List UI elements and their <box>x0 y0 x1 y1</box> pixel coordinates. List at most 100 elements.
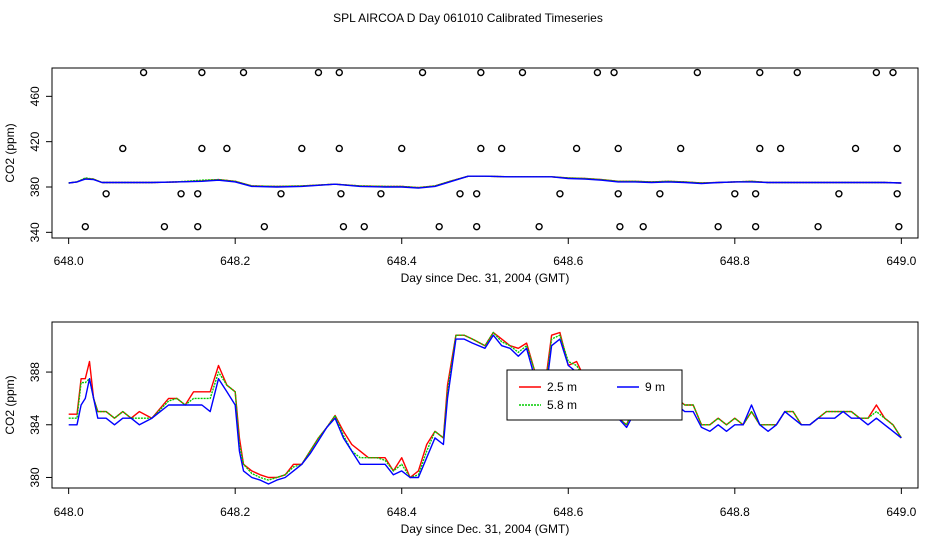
scatter-point <box>835 190 843 198</box>
scatter-point <box>198 144 206 153</box>
x-tick-label: 649.0 <box>886 254 916 268</box>
scatter-point <box>360 222 368 231</box>
scatter-point <box>893 190 901 198</box>
scatter-point <box>614 190 622 198</box>
scatter-point <box>477 68 485 77</box>
scatter-point <box>593 68 602 77</box>
x-tick-label: 648.6 <box>553 505 583 519</box>
scatter-point <box>572 144 581 153</box>
scatter-point <box>556 190 564 198</box>
scatter-point <box>814 222 822 231</box>
top-plot-frame <box>51 67 919 239</box>
scatter-point <box>81 222 90 231</box>
bottom-x-axis-label: Day since Dec. 31, 2004 (GMT) <box>401 522 570 536</box>
x-tick-label: 648.2 <box>220 254 250 268</box>
scatter-point <box>872 68 881 77</box>
scatter-point <box>776 144 785 153</box>
top-axis-ticks: 648.0 648.2 648.4 648.6 648.8 649.0 340 380 420 4… <box>28 86 917 268</box>
series-line-2 <box>68 334 902 485</box>
x-tick-label: 648.8 <box>720 254 750 268</box>
bottom-panel: 648.0 648.2 648.4 648.6 648.8 649.0380384388 … <box>3 321 919 536</box>
scatter-point <box>223 144 231 153</box>
scatter-point <box>851 144 860 153</box>
x-tick-label: 648.0 <box>54 254 84 268</box>
bottom-axis-ticks: 648.0 648.2 648.4 648.6 648.8 649.0 380 384 388 <box>28 362 917 519</box>
scatter-point <box>656 190 664 198</box>
scatter-point <box>693 68 702 77</box>
scatter-point <box>435 222 443 231</box>
scatter-point <box>793 68 801 77</box>
scatter-point <box>714 222 722 231</box>
scatter-point <box>616 222 624 231</box>
scatter-point <box>893 144 901 153</box>
top-panel: 648.0 648.2 648.4 648.6 648.8 649.0 340 380 420 4… <box>3 67 919 285</box>
scatter-point <box>614 144 622 153</box>
x-tick-label: 649.0 <box>886 505 916 519</box>
scatter-point <box>535 222 543 231</box>
scatter-point <box>676 144 685 153</box>
scatter-point <box>497 144 506 153</box>
legend: 2.5 m 5.8 m 9 m <box>506 369 683 421</box>
scatter-point <box>119 144 127 153</box>
scatter-point <box>889 68 897 77</box>
series-line-1 <box>68 331 902 481</box>
y-tick-label: 340 <box>28 222 42 242</box>
scatter-point <box>518 68 527 77</box>
top-scatter-points <box>81 68 903 231</box>
x-tick-label: 648.4 <box>387 505 417 519</box>
scatter-point <box>895 222 903 231</box>
scatter-point <box>339 222 348 231</box>
scatter-point <box>239 68 248 77</box>
top-y-axis-label: CO2 (ppm) <box>3 123 17 182</box>
scatter-point <box>610 68 618 77</box>
scatter-point <box>472 222 481 231</box>
scatter-point <box>139 68 148 77</box>
scatter-point <box>298 144 306 153</box>
scatter-point <box>731 190 739 198</box>
legend-label: 2.5 m <box>547 380 577 394</box>
x-tick-label: 648.8 <box>720 505 750 519</box>
legend-box <box>506 369 683 421</box>
scatter-point <box>477 144 485 153</box>
scatter-point <box>472 190 481 198</box>
scatter-point <box>418 68 427 77</box>
scatter-point <box>335 144 343 153</box>
scatter-point <box>377 190 385 198</box>
y-tick-label: 388 <box>28 362 42 382</box>
scatter-point <box>756 68 764 77</box>
scatter-point <box>751 222 760 231</box>
legend-label: 5.8 m <box>547 398 577 412</box>
chart-title: SPL AIRCOA D Day 061010 Calibrated Times… <box>333 11 603 25</box>
scatter-point <box>277 190 285 198</box>
x-tick-label: 648.0 <box>54 505 84 519</box>
bottom-plot-frame <box>51 321 919 489</box>
scatter-point <box>398 144 406 153</box>
legend-label: 9 m <box>645 380 665 394</box>
scatter-point <box>177 190 185 198</box>
y-tick-label: 384 <box>28 414 42 434</box>
top-x-axis-label: Day since Dec. 31, 2004 (GMT) <box>401 271 570 285</box>
scatter-point <box>194 190 202 198</box>
top-series-lines <box>68 175 902 189</box>
y-tick-label: 460 <box>28 86 42 106</box>
x-tick-label: 648.6 <box>553 254 583 268</box>
scatter-point <box>335 68 343 77</box>
scatter-point <box>198 68 206 77</box>
scatter-point <box>337 190 345 198</box>
bottom-series-lines <box>68 331 902 485</box>
x-tick-label: 648.2 <box>220 505 250 519</box>
y-tick-label: 380 <box>28 177 42 197</box>
series-line-2 <box>68 175 902 189</box>
scatter-point <box>160 222 169 231</box>
bottom-y-axis-label: CO2 (ppm) <box>3 375 17 434</box>
x-tick-label: 648.4 <box>387 254 417 268</box>
scatter-point <box>102 190 110 198</box>
scatter-point <box>260 222 269 231</box>
scatter-point <box>751 190 760 198</box>
scatter-point <box>456 190 464 198</box>
y-tick-label: 420 <box>28 131 42 151</box>
scatter-point <box>639 222 647 231</box>
scatter-point <box>194 222 202 231</box>
scatter-point <box>314 68 323 77</box>
